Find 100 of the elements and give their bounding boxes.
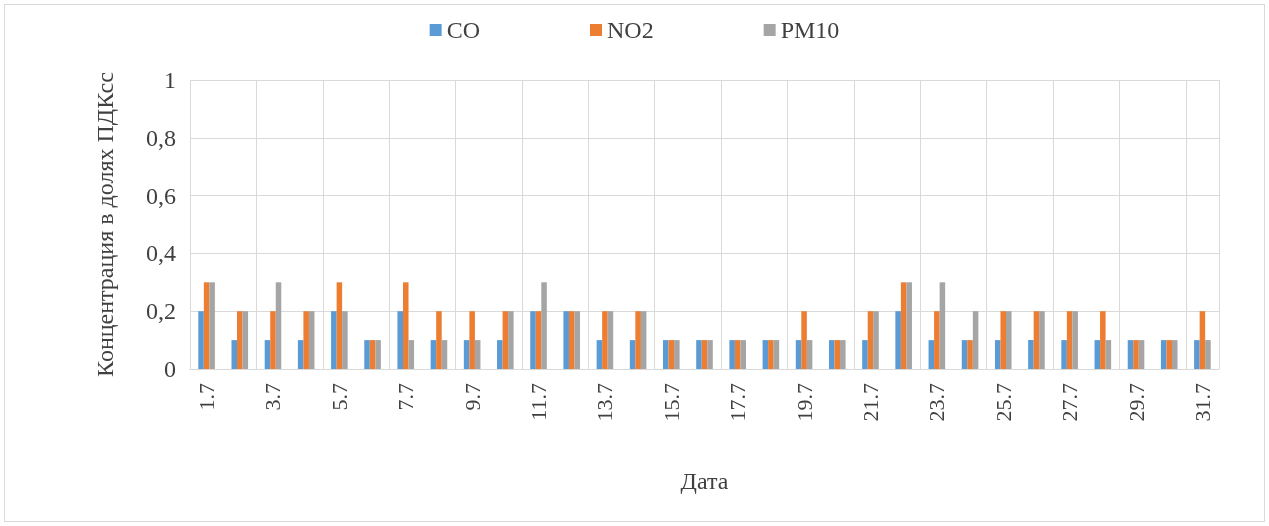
bar: [397, 311, 403, 369]
bar: [1138, 340, 1145, 369]
bar: [640, 311, 647, 369]
bar: [1166, 340, 1172, 369]
bar: [1066, 311, 1073, 369]
x-tick-label: 9.7: [459, 383, 485, 411]
bar: [895, 311, 901, 369]
bar: [1127, 340, 1134, 369]
bar: [967, 340, 973, 369]
x-tick-label: 23.7: [924, 383, 950, 422]
bar: [1000, 311, 1007, 369]
bar: [1028, 340, 1034, 369]
legend-label: CO: [446, 17, 480, 43]
bar: [1006, 311, 1012, 369]
bar: [408, 340, 415, 369]
bar: [906, 282, 912, 369]
bar: [209, 282, 215, 369]
bar: [663, 340, 669, 369]
x-tick-label: 27.7: [1057, 383, 1083, 422]
bar: [242, 311, 249, 369]
bar: [729, 340, 735, 369]
bar: [696, 340, 702, 369]
bar: [828, 340, 835, 369]
bar: [1133, 340, 1139, 369]
bar: [463, 340, 470, 369]
bar: [1194, 340, 1200, 369]
bar: [900, 282, 907, 369]
bar: [1171, 340, 1178, 369]
bar: [375, 340, 381, 369]
bar: [928, 340, 935, 369]
x-tick-label: 31.7: [1189, 383, 1215, 422]
bar: [364, 340, 370, 369]
x-tick-label: 1.7: [194, 383, 220, 411]
y-tick-label: 0,8: [146, 124, 176, 151]
bar: [331, 311, 337, 369]
bar: [436, 311, 442, 369]
legend-label: NO2: [606, 17, 654, 43]
bar: [275, 282, 282, 369]
bar: [972, 311, 979, 369]
bar: [563, 311, 569, 369]
bar: [508, 311, 514, 369]
x-tick-label: 17.7: [725, 383, 751, 422]
x-tick-label: 11.7: [526, 383, 552, 421]
x-tick-label: 13.7: [592, 383, 618, 422]
legend-label: PM10: [780, 17, 840, 43]
bar: [961, 340, 968, 369]
bar: [734, 340, 741, 369]
bar: [740, 340, 746, 369]
bar: [674, 340, 680, 369]
bar: [707, 340, 713, 369]
bar: [474, 340, 481, 369]
x-tick-label: 19.7: [791, 383, 817, 422]
bar: [568, 311, 575, 369]
bar: [934, 311, 940, 369]
bar: [402, 282, 409, 369]
bar: [862, 340, 868, 369]
bar: [596, 340, 603, 369]
bar: [1094, 340, 1101, 369]
y-tick-label: 0,4: [146, 240, 176, 267]
x-tick-label: 3.7: [260, 383, 286, 411]
bar: [773, 340, 780, 369]
x-tick-label: 21.7: [857, 383, 883, 422]
bar: [497, 340, 503, 369]
x-tick-label: 15.7: [658, 383, 684, 422]
bar: [336, 282, 343, 369]
bar: [1033, 311, 1040, 369]
bar: [1205, 340, 1211, 369]
bar: [303, 311, 309, 369]
bar: [1199, 311, 1206, 369]
bar: [308, 311, 315, 369]
bar: [939, 282, 946, 369]
bar: [607, 311, 614, 369]
bar: [198, 311, 204, 369]
bar: [629, 340, 636, 369]
bar: [1105, 340, 1112, 369]
bar: [1072, 311, 1078, 369]
bar: [873, 311, 879, 369]
bar: [801, 311, 807, 369]
bar: [867, 311, 874, 369]
bar: [342, 311, 348, 369]
x-tick-label: 25.7: [990, 383, 1016, 422]
y-tick-label: 0,2: [146, 298, 176, 325]
bar: [701, 340, 708, 369]
bar: [840, 340, 846, 369]
bar: [469, 311, 475, 369]
bar: [1061, 340, 1067, 369]
bar: [574, 311, 581, 369]
bar: [502, 311, 509, 369]
x-axis-title: Дата: [680, 468, 729, 494]
bar: [668, 340, 675, 369]
bar: [231, 340, 238, 369]
bar: [602, 311, 608, 369]
bar: [1100, 311, 1106, 369]
bar: [203, 282, 210, 369]
x-tick-label: 5.7: [326, 383, 352, 411]
bar: [237, 311, 243, 369]
bar: [994, 340, 1001, 369]
bar: [795, 340, 802, 369]
bar: [297, 340, 304, 369]
bar: [369, 340, 376, 369]
